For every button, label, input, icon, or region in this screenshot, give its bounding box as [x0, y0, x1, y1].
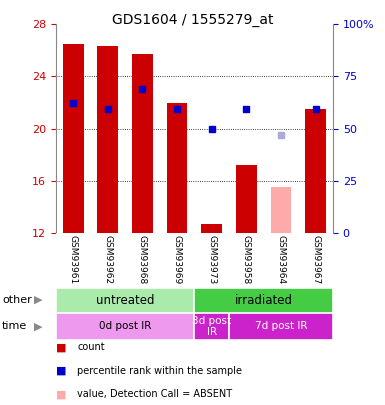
Text: 7d post IR: 7d post IR [255, 322, 307, 331]
Bar [305, 109, 326, 233]
Text: ■: ■ [56, 390, 66, 399]
Text: ▶: ▶ [34, 322, 43, 331]
Text: count: count [77, 343, 105, 352]
Text: 0d post IR: 0d post IR [99, 322, 151, 331]
Text: GSM93968: GSM93968 [138, 234, 147, 284]
Text: ▶: ▶ [34, 295, 43, 305]
Text: GSM93969: GSM93969 [172, 234, 182, 284]
Bar [201, 224, 222, 233]
Bar [132, 54, 153, 233]
Bar [97, 47, 118, 233]
Text: GSM93962: GSM93962 [103, 234, 112, 284]
Text: GSM93958: GSM93958 [242, 234, 251, 284]
Text: irradiated: irradiated [235, 294, 293, 307]
Bar [63, 44, 84, 233]
Text: other: other [2, 295, 32, 305]
Bar [167, 102, 187, 233]
Text: GSM93964: GSM93964 [276, 234, 286, 284]
Text: GSM93967: GSM93967 [311, 234, 320, 284]
Text: GSM93961: GSM93961 [69, 234, 78, 284]
Bar [56, 313, 194, 340]
Bar [236, 165, 257, 233]
Text: time: time [2, 322, 27, 331]
Bar [194, 313, 229, 340]
Text: GDS1604 / 1555279_at: GDS1604 / 1555279_at [112, 13, 273, 27]
Text: percentile rank within the sample: percentile rank within the sample [77, 366, 242, 376]
Text: GSM93973: GSM93973 [207, 234, 216, 284]
Bar [194, 288, 333, 313]
Text: untreated: untreated [96, 294, 154, 307]
Bar [271, 187, 291, 233]
Text: value, Detection Call = ABSENT: value, Detection Call = ABSENT [77, 390, 232, 399]
Bar [56, 288, 194, 313]
Text: ■: ■ [56, 343, 66, 352]
Text: ■: ■ [56, 366, 66, 376]
Text: 3d post
IR: 3d post IR [192, 315, 231, 337]
Bar [229, 313, 333, 340]
